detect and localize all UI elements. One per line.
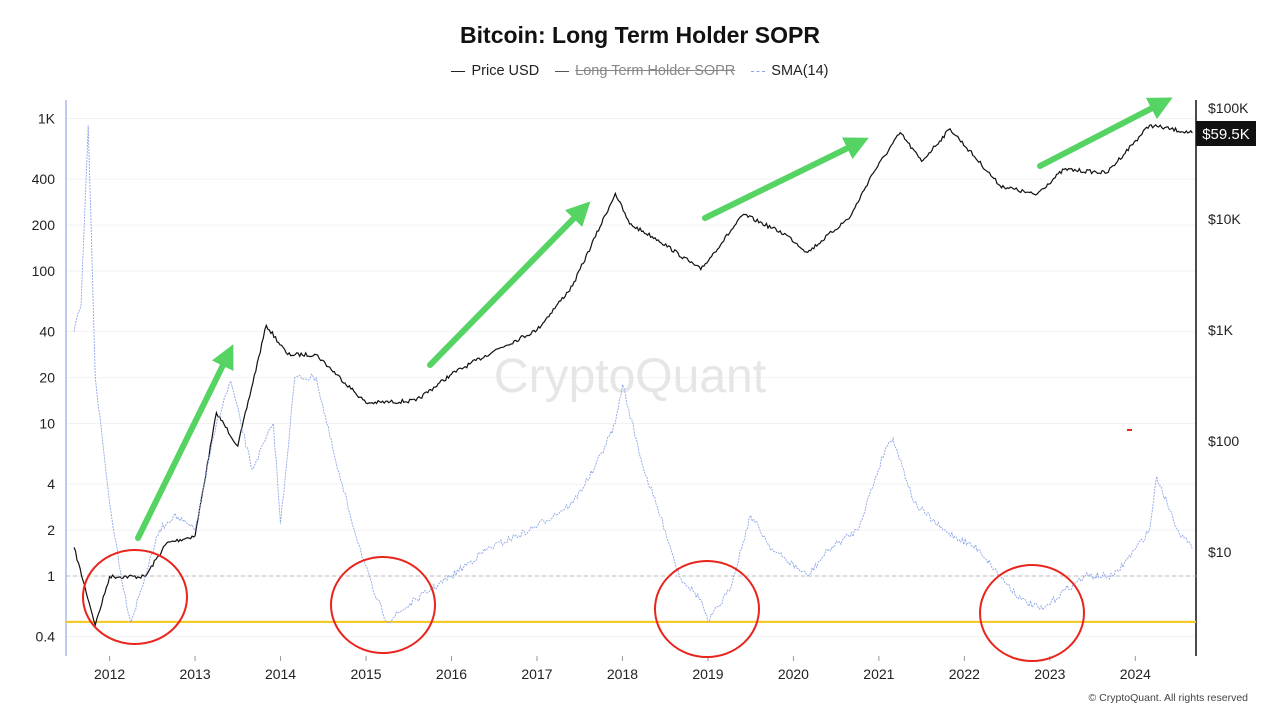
left-tick-label: 40 bbox=[39, 324, 55, 340]
left-tick-label: 1K bbox=[38, 111, 56, 127]
legend-item-price[interactable]: Price USD bbox=[451, 63, 539, 79]
x-tick-label: 2020 bbox=[778, 666, 809, 682]
annotation-circle bbox=[654, 560, 760, 658]
legend-label-price: Price USD bbox=[471, 63, 540, 79]
legend: Price USD Long Term Holder SOPR SMA(14) bbox=[0, 63, 1280, 79]
x-tick-label: 2016 bbox=[436, 666, 467, 682]
annotation-circle bbox=[979, 564, 1085, 662]
legend-label-lth-sopr: Long Term Holder SOPR bbox=[575, 63, 736, 79]
left-tick-label: 200 bbox=[32, 217, 56, 233]
right-tick-label: $100 bbox=[1208, 433, 1239, 449]
left-tick-label: 400 bbox=[32, 171, 56, 187]
x-tick-label: 2017 bbox=[521, 666, 552, 682]
left-tick-label: 10 bbox=[39, 416, 55, 432]
annotation-circle bbox=[82, 549, 188, 645]
legend-label-sma: SMA(14) bbox=[771, 63, 829, 79]
copyright-footer: © CryptoQuant. All rights reserved bbox=[1088, 692, 1248, 704]
annotation-circle bbox=[330, 556, 436, 654]
x-tick-label: 2024 bbox=[1120, 666, 1151, 682]
red-marker bbox=[1127, 429, 1132, 431]
left-tick-label: 2 bbox=[47, 522, 55, 538]
x-tick-label: 2014 bbox=[265, 666, 296, 682]
lth-sopr-swatch bbox=[555, 70, 570, 72]
left-tick-label: 4 bbox=[47, 476, 55, 492]
chart-title: Bitcoin: Long Term Holder SOPR bbox=[460, 22, 820, 48]
x-tick-label: 2018 bbox=[607, 666, 638, 682]
annotations bbox=[82, 549, 1085, 662]
gridlines bbox=[66, 118, 1196, 638]
green-arrow bbox=[135, 344, 234, 541]
x-tick-label: 2019 bbox=[692, 666, 723, 682]
annotation-arrows bbox=[135, 97, 1173, 541]
green-arrow bbox=[1037, 97, 1173, 169]
right-tick-label: $10 bbox=[1208, 544, 1232, 560]
price-usd-line bbox=[73, 123, 1193, 628]
green-arrow bbox=[427, 201, 591, 368]
sma-swatch bbox=[751, 70, 766, 72]
x-tick-label: 2021 bbox=[863, 666, 894, 682]
x-tick-label: 2023 bbox=[1034, 666, 1065, 682]
left-tick-label: 0.4 bbox=[36, 629, 56, 645]
right-tick-label: $100K bbox=[1208, 100, 1249, 116]
right-tick-label: $10K bbox=[1208, 211, 1241, 227]
left-tick-label: 100 bbox=[32, 263, 56, 279]
left-tick-label: 1 bbox=[47, 568, 55, 584]
right-tick-label: $1K bbox=[1208, 322, 1234, 338]
left-tick-label: 20 bbox=[39, 370, 55, 386]
legend-item-lth-sopr[interactable]: Long Term Holder SOPR bbox=[555, 63, 735, 79]
current-price-badge: $59.5K bbox=[1196, 121, 1256, 146]
watermark: CryptoQuant bbox=[494, 350, 766, 403]
price-swatch bbox=[451, 70, 466, 72]
x-tick-label: 2012 bbox=[94, 666, 125, 682]
x-tick-label: 2015 bbox=[350, 666, 381, 682]
legend-item-sma[interactable]: SMA(14) bbox=[751, 63, 829, 79]
x-tick-label: 2022 bbox=[949, 666, 980, 682]
current-price-label: $59.5K bbox=[1202, 126, 1250, 143]
x-tick-label: 2013 bbox=[179, 666, 210, 682]
green-arrow bbox=[702, 137, 869, 221]
sma14-line bbox=[73, 125, 1193, 624]
